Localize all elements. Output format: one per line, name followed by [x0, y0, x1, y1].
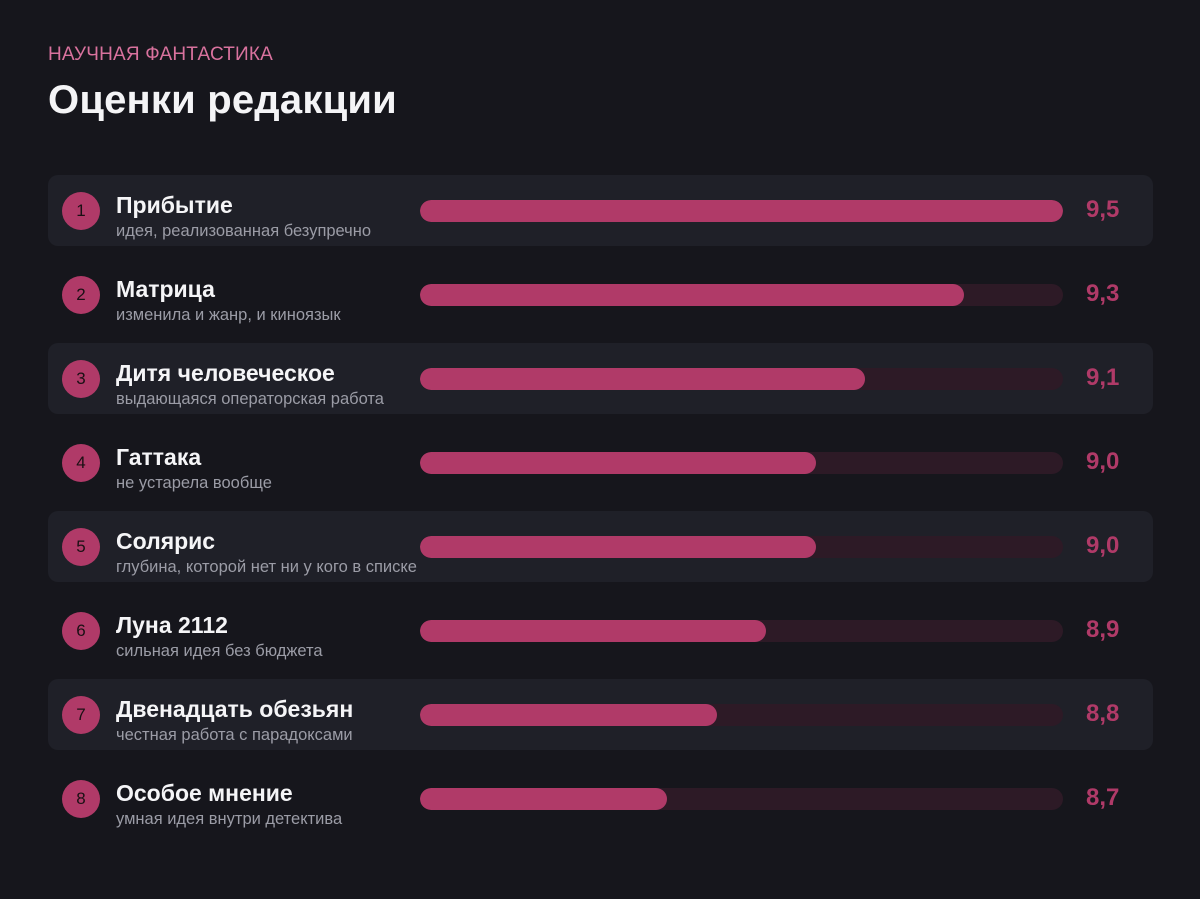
- score-label: 9,1: [1086, 364, 1120, 391]
- page-title: Оценки редакции: [48, 78, 397, 122]
- score-bar-track: [420, 200, 1063, 222]
- score-bar-fill: [420, 620, 767, 642]
- rating-row: 7 Двенадцать обезьян честная работа с па…: [48, 679, 1153, 750]
- movie-title: Матрица: [116, 276, 215, 302]
- score-label: 9,3: [1086, 280, 1120, 307]
- rating-row: 5 Солярис глубина, которой нет ни у кого…: [48, 511, 1153, 582]
- rank-badge: 4: [62, 444, 100, 482]
- score-bar-track: [420, 704, 1063, 726]
- movie-title: Гаттака: [116, 444, 202, 470]
- movie-note: честная работа с парадоксами: [116, 726, 353, 744]
- rating-row: 6 Луна 2112 сильная идея без бюджета 8,9: [48, 595, 1153, 666]
- score-bar-track: [420, 620, 1063, 642]
- movie-title: Особое мнение: [116, 780, 293, 806]
- movie-title: Луна 2112: [116, 612, 228, 638]
- score-bar-track: [420, 452, 1063, 474]
- movie-note: сильная идея без бюджета: [116, 642, 323, 660]
- score-label: 8,7: [1086, 784, 1120, 811]
- movie-note: глубина, которой нет ни у кого в списке: [116, 558, 417, 576]
- movie-note: выдающаяся операторская работа: [116, 390, 384, 408]
- rank-badge: 2: [62, 276, 100, 314]
- score-bar-track: [420, 536, 1063, 558]
- score-bar-track: [420, 368, 1063, 390]
- rank-badge: 7: [62, 696, 100, 734]
- rating-row: 1 Прибытие идея, реализованная безупречн…: [48, 175, 1153, 246]
- rank-badge: 6: [62, 612, 100, 650]
- score-label: 8,8: [1086, 700, 1120, 727]
- score-bar-fill: [420, 200, 1063, 222]
- rating-row: 4 Гаттака не устарела вообще 9,0: [48, 427, 1153, 498]
- section-kicker: НАУЧНАЯ ФАНТАСТИКА: [48, 44, 274, 65]
- score-label: 9,5: [1086, 196, 1120, 223]
- movie-title: Прибытие: [116, 192, 233, 218]
- movie-title: Дитя человеческое: [116, 360, 335, 386]
- movie-title: Двенадцать обезьян: [116, 696, 354, 722]
- score-bar-track: [420, 284, 1063, 306]
- score-label: 9,0: [1086, 448, 1120, 475]
- rank-badge: 5: [62, 528, 100, 566]
- movie-note: умная идея внутри детектива: [116, 810, 343, 828]
- score-bar-fill: [420, 284, 965, 306]
- score-bar-fill: [420, 452, 816, 474]
- movie-note: изменила и жанр, и киноязык: [116, 306, 341, 324]
- score-bar-fill: [420, 788, 668, 810]
- rank-badge: 8: [62, 780, 100, 818]
- rating-row: 2 Матрица изменила и жанр, и киноязык 9,…: [48, 259, 1153, 330]
- score-bar-fill: [420, 536, 816, 558]
- rating-row: 8 Особое мнение умная идея внутри детект…: [48, 763, 1153, 834]
- score-bar-fill: [420, 704, 717, 726]
- score-bar-track: [420, 788, 1063, 810]
- movie-title: Солярис: [116, 528, 216, 554]
- score-bar-fill: [420, 368, 866, 390]
- rating-row: 3 Дитя человеческое выдающаяся операторс…: [48, 343, 1153, 414]
- rank-badge: 3: [62, 360, 100, 398]
- movie-note: идея, реализованная безупречно: [116, 222, 372, 240]
- score-label: 8,9: [1086, 616, 1120, 643]
- movie-note: не устарела вообще: [116, 474, 272, 492]
- score-label: 9,0: [1086, 532, 1120, 559]
- rank-badge: 1: [62, 192, 100, 230]
- ratings-list: 1 Прибытие идея, реализованная безупречн…: [48, 175, 1153, 847]
